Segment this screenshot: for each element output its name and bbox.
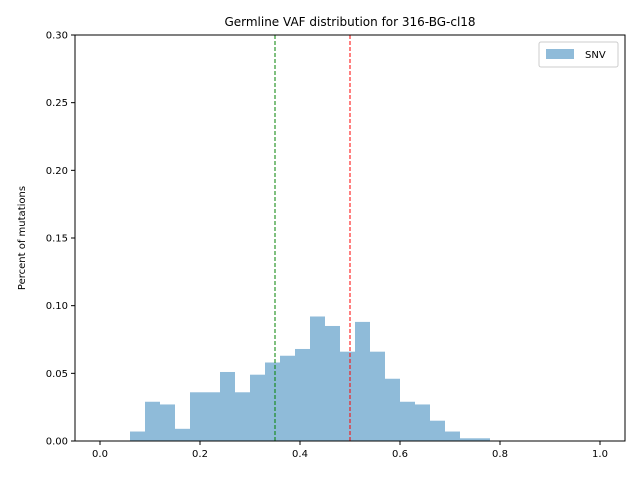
histogram-bar [160, 404, 175, 441]
y-tick-label: 0.15 [46, 234, 68, 245]
histogram-bar [295, 348, 310, 441]
histogram-bar [370, 351, 385, 441]
y-tick-label: 0.05 [46, 369, 68, 380]
histogram-bar [145, 401, 160, 441]
histogram-bar [310, 316, 325, 441]
histogram-bar [280, 355, 295, 441]
x-tick-label: 0.8 [492, 449, 508, 460]
legend-box [538, 41, 619, 68]
legend: SNV [538, 41, 619, 68]
legend-label-snv: SNV [585, 50, 606, 61]
histogram-bar [190, 392, 205, 441]
y-tick-label: 0.20 [46, 166, 68, 177]
histogram-bar [340, 351, 355, 441]
x-tick-label: 0.0 [92, 449, 108, 460]
histogram-bar [250, 374, 265, 441]
y-tick-label: 0.30 [46, 31, 68, 42]
histogram-bar [220, 371, 235, 441]
histogram-bar [175, 428, 190, 441]
x-tick-label: 0.6 [392, 449, 408, 460]
y-tick-label: 0.00 [46, 437, 68, 448]
histogram-bar [205, 392, 220, 441]
histogram-bar [445, 431, 460, 441]
reference-lines [274, 35, 351, 441]
histogram-bar [475, 438, 490, 441]
y-axis-label: Percent of mutations [17, 186, 28, 290]
histogram-bar [430, 420, 445, 441]
y-axis-ticks: 0.00 0.05 0.10 0.15 0.20 0.25 0.30 [46, 31, 75, 448]
histogram-bar [385, 378, 400, 441]
legend-swatch-snv [546, 49, 574, 59]
histogram-bar [265, 362, 280, 441]
histogram-bar [130, 431, 145, 441]
histogram-bar [400, 401, 415, 441]
histogram-bar [460, 438, 475, 441]
x-axis-ticks: 0.0 0.2 0.4 0.6 0.8 1.0 [92, 441, 608, 460]
y-tick-label: 0.10 [46, 301, 68, 312]
x-tick-label: 0.4 [292, 449, 308, 460]
histogram-bar [235, 392, 250, 441]
histogram-bar [325, 325, 340, 441]
histogram-bars [130, 316, 490, 441]
y-tick-label: 0.25 [46, 98, 68, 109]
x-tick-label: 1.0 [592, 449, 608, 460]
histogram-bar [415, 404, 430, 441]
x-tick-label: 0.2 [192, 449, 208, 460]
histogram-bar [355, 321, 370, 441]
chart-title: Germline VAF distribution for 316-BG-cl1… [224, 15, 475, 29]
